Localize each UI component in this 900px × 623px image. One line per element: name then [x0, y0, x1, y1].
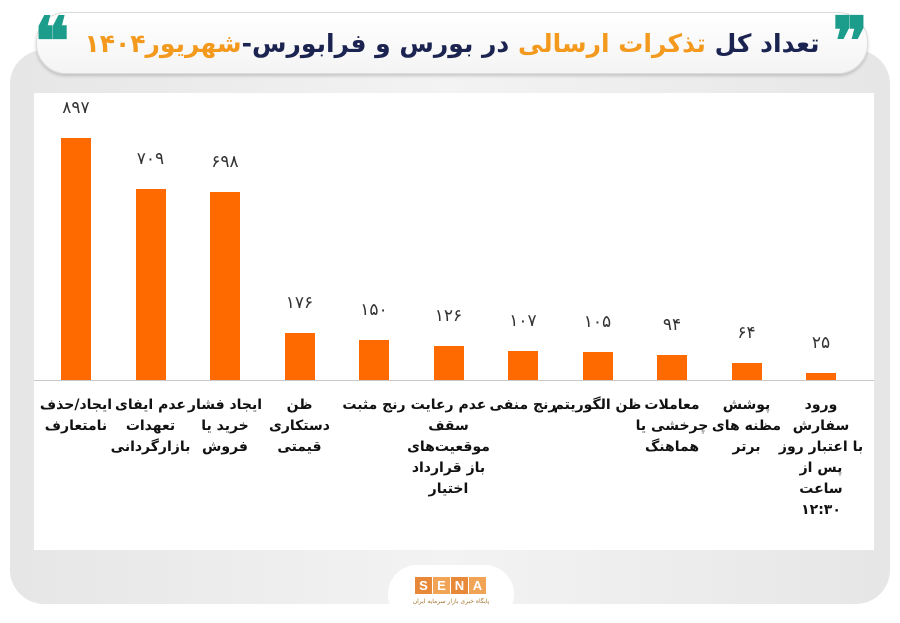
- category-label-line: چرخشی یا: [635, 418, 709, 434]
- logo-letter: E: [433, 577, 450, 594]
- category-label-line: موقعیت‌های: [407, 439, 490, 455]
- category-label-line: عدم ایفای: [114, 397, 186, 413]
- bar: [582, 352, 613, 380]
- category-label-line: تعهدات: [125, 418, 176, 434]
- bar-value-label: ۱۷۶: [285, 293, 314, 313]
- category-label-line: ظن الگوریتم: [553, 397, 642, 413]
- bar-value-label: ۲۵: [811, 333, 831, 353]
- quote-close-icon: ❝: [34, 2, 70, 80]
- logo-letter: S: [415, 577, 432, 594]
- sena-logo: S E N A: [415, 577, 487, 594]
- category-label: ظن الگوریتم: [554, 395, 642, 416]
- category-label: رنج منفی: [479, 395, 567, 416]
- category-label-line: نامتعارف: [44, 418, 108, 434]
- bar: [433, 346, 464, 380]
- bar-group: ۱۷۶ ظن دستکاری قیمتی: [262, 93, 338, 550]
- bar: [284, 333, 315, 380]
- category-label-line: با اعتبار روز: [778, 439, 864, 455]
- category-label: رنج مثبت: [330, 395, 418, 416]
- x-axis-line: [34, 380, 874, 381]
- quote-open-icon: ❞: [832, 2, 868, 80]
- category-label-line: پس از ساعت: [799, 460, 843, 497]
- bar-group: ۶۴ پوشش مظنه های برتر: [709, 93, 785, 550]
- chart-title: تعداد کل تذکرات ارسالی در بورس و فرابورس…: [84, 29, 819, 58]
- sena-logo-badge: S E N A پایگاه خبری بازار سرمایه ایران: [388, 565, 514, 623]
- category-label: ایجاد فشار خرید یا فروش: [181, 395, 269, 458]
- bar-value-label: ۱۰۷: [509, 311, 537, 331]
- category-label: ورود سفارش با اعتبار روز پس از ساعت ۱۲:۳۰: [777, 395, 865, 521]
- title-part2: در بورس و فرابورس-: [241, 28, 518, 58]
- bar: [210, 192, 240, 380]
- category-label-line: باز قرارداد: [411, 460, 486, 476]
- category-label-line: ایجاد/حذف: [39, 397, 113, 413]
- bar: [657, 355, 687, 380]
- category-label-line: ۱۲:۳۰: [801, 502, 841, 518]
- bar: [359, 340, 389, 380]
- category-label: پوشش مظنه های برتر: [703, 395, 791, 458]
- category-label: ظن دستکاری قیمتی: [256, 395, 344, 458]
- category-label-line: رنج منفی: [489, 397, 557, 413]
- bar-value-label: ۱۵۰: [360, 300, 388, 320]
- logo-letter: N: [451, 577, 468, 594]
- category-label-line: برتر: [732, 439, 761, 455]
- title-highlight: تذکرات ارسالی: [517, 28, 706, 58]
- logo-tagline: پایگاه خبری بازار سرمایه ایران: [412, 598, 490, 605]
- category-label-line: سقف: [428, 418, 469, 434]
- category-label-line: ورود سفارش: [792, 397, 850, 434]
- bar: [508, 351, 538, 380]
- title-part1: تعداد کل: [705, 28, 820, 58]
- category-label-line: فروش: [202, 439, 248, 455]
- logo-letter: A: [469, 577, 486, 594]
- bar-group: ۱۰۷ رنج منفی: [485, 93, 561, 550]
- category-label-line: رنج مثبت: [342, 397, 406, 413]
- category-label-line: ایجاد فشار: [187, 397, 263, 413]
- bar-group: ۶۹۸ ایجاد فشار خرید یا فروش: [187, 93, 263, 550]
- category-label-line: بازارگردانی: [110, 439, 191, 455]
- bar-value-label: ۶۹۸: [211, 152, 239, 172]
- category-label-line: ظن: [286, 397, 313, 413]
- bar-value-label: ۶۴: [737, 323, 756, 343]
- category-label: معاملات چرخشی یا هماهنگ: [628, 395, 716, 458]
- bar-value-label: ۱۲۶: [434, 306, 463, 326]
- category-label-line: هماهنگ: [644, 439, 700, 455]
- bar-group: ۱۵۰ رنج مثبت: [336, 93, 412, 550]
- bar: [61, 138, 91, 380]
- bar-value-label: ۱۰۵: [583, 312, 612, 332]
- category-label-line: قیمتی: [277, 439, 322, 455]
- bar-group: ۸۹۷ ایجاد/حذف نامتعارف: [38, 93, 114, 550]
- bar-value-label: ۷۰۹: [136, 149, 165, 169]
- category-label: ایجاد/حذف نامتعارف: [32, 395, 120, 437]
- category-label-line: پوشش: [722, 397, 771, 413]
- category-label-line: عدم رعایت: [410, 397, 487, 413]
- category-label: عدم رعایت سقف موقعیت‌های باز قرارداد اختیار: [405, 395, 493, 500]
- title-banner: تعداد کل تذکرات ارسالی در بورس و فرابورس…: [36, 12, 868, 74]
- bar-group: ۲۵ ورود سفارش با اعتبار روز پس از ساعت ۱۲:۳۰: [779, 93, 863, 550]
- bar: [806, 373, 836, 380]
- bar-group: ۷۰۹ عدم ایفای تعهدات بازارگردانی: [111, 93, 191, 550]
- category-label-line: دستکاری: [269, 418, 330, 434]
- bar-group: ۱۲۶ عدم رعایت سقف موقعیت‌های باز قرارداد اختی…: [407, 93, 490, 550]
- category-label-line: خرید یا: [201, 418, 249, 434]
- bar: [135, 189, 166, 380]
- bar: [731, 363, 762, 380]
- category-label-line: مظنه های: [711, 418, 782, 434]
- category-label-line: معاملات: [644, 397, 700, 413]
- bar-value-label: ۹۴: [662, 315, 682, 335]
- bar-group: ۹۴ معاملات چرخشی یا هماهنگ: [634, 93, 710, 550]
- chart-panel: ۸۹۷ ایجاد/حذف نامتعارف ۷۰۹ عدم ایفای تعهدات با…: [34, 93, 874, 550]
- category-label: عدم ایفای تعهدات بازارگردانی: [107, 395, 195, 458]
- bar-value-label: ۸۹۷: [62, 98, 90, 118]
- category-label-line: اختیار: [428, 481, 469, 497]
- title-month: شهریور۱۴۰۴: [84, 28, 242, 58]
- bar-group: ۱۰۵ ظن الگوریتم: [554, 93, 642, 550]
